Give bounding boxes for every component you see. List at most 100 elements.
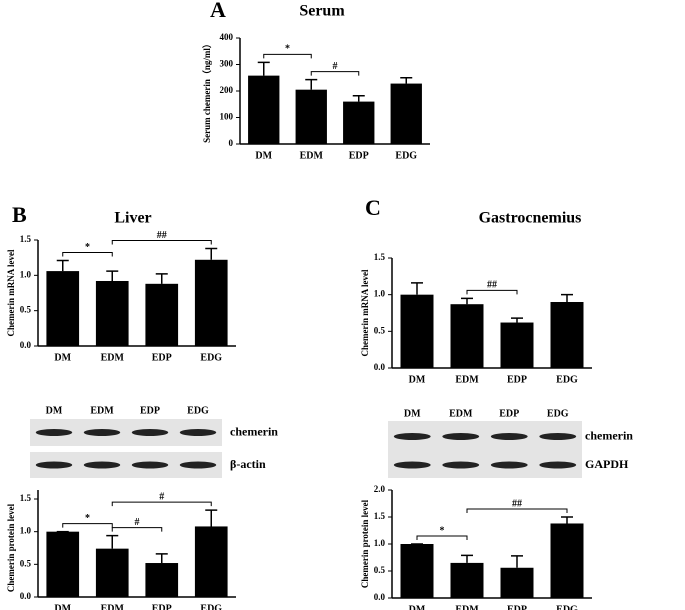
blot-band	[179, 429, 217, 436]
blot-band	[490, 461, 528, 469]
blot-band	[35, 429, 73, 436]
x-tick-label: EDP	[507, 604, 527, 610]
band-label: β-actin	[230, 457, 266, 471]
blot-band	[539, 433, 577, 440]
y-axis-label: Chemerin protein level	[6, 503, 16, 592]
error-bar	[400, 77, 413, 84]
lane-label: DM	[404, 408, 421, 419]
bar	[95, 280, 129, 346]
chart-title: Gastrocnemius	[479, 210, 582, 227]
blot-band	[539, 461, 577, 469]
bar	[194, 526, 228, 597]
y-axis-label: Chemerin protein level	[360, 499, 370, 588]
y-tick-label: 1.0	[20, 526, 32, 536]
y-axis-label: Chemerin mRNA level	[360, 269, 370, 356]
y-tick-label: 0.5	[20, 305, 32, 315]
lane-label: EDM	[449, 408, 473, 419]
y-tick-label: 0.5	[374, 325, 386, 335]
lane-label: EDM	[90, 405, 114, 416]
blot-band	[131, 429, 169, 436]
y-tick-label: 1.5	[20, 234, 32, 244]
significance-label: ##	[512, 498, 522, 509]
error-bar	[205, 247, 218, 260]
y-tick-label: 1.0	[374, 538, 386, 548]
lane-label: EDG	[187, 405, 209, 416]
y-tick-label: 1.0	[374, 289, 386, 299]
blot-band	[83, 429, 121, 436]
x-tick-label: EDG	[395, 150, 417, 161]
lane-label: DM	[46, 405, 63, 416]
bar	[500, 567, 534, 598]
y-tick-label: 100	[220, 112, 234, 122]
x-tick-label: EDG	[556, 374, 578, 385]
y-tick-label: 2.0	[374, 484, 386, 494]
x-tick-label: EDP	[507, 374, 527, 385]
y-tick-label: 0.0	[374, 592, 386, 602]
error-bar	[511, 555, 523, 568]
panel-label: A	[210, 0, 226, 22]
bar	[400, 294, 434, 368]
error-bar	[461, 297, 473, 305]
bar	[550, 523, 584, 598]
error-bar	[56, 259, 69, 272]
error-bar	[352, 95, 365, 102]
significance-label: *	[285, 44, 290, 55]
significance-bracket	[62, 523, 113, 528]
significance-label: *	[440, 525, 445, 536]
significance-bracket	[416, 535, 468, 540]
y-tick-label: 1.0	[20, 269, 32, 279]
significance-bracket	[111, 501, 212, 507]
error-bar	[257, 61, 270, 76]
x-tick-label: DM	[54, 603, 71, 610]
blot-band	[442, 461, 480, 469]
x-tick-label: DM	[54, 352, 71, 363]
bar	[46, 271, 80, 346]
bar	[450, 562, 484, 598]
bar	[46, 531, 80, 597]
significance-bracket	[111, 239, 212, 245]
x-tick-label: EDP	[152, 603, 172, 610]
band-label: chemerin	[585, 428, 633, 442]
x-tick-label: EDM	[455, 374, 479, 385]
y-tick-label: 0.0	[20, 340, 32, 350]
bar	[550, 302, 584, 368]
bar	[248, 75, 280, 144]
bar	[295, 89, 327, 144]
significance-label: *	[85, 513, 90, 524]
y-axis-label: Serum chemerin（ng/ml）	[202, 39, 212, 143]
x-tick-label: EDM	[300, 150, 324, 161]
significance-bracket	[263, 53, 312, 59]
significance-label: #	[135, 517, 140, 528]
bar	[450, 304, 484, 368]
lane-label: EDG	[547, 408, 569, 419]
error-bar	[561, 293, 573, 302]
lane-label: EDP	[499, 408, 519, 419]
significance-label: #	[333, 61, 338, 72]
panel-label: C	[365, 195, 381, 220]
bar	[194, 259, 228, 346]
y-tick-label: 200	[220, 85, 234, 95]
error-bar	[155, 273, 168, 284]
x-tick-label: DM	[409, 604, 426, 610]
error-bar	[106, 534, 119, 549]
y-tick-label: 1.5	[374, 511, 386, 521]
bar	[343, 101, 375, 144]
error-bar	[411, 282, 423, 295]
blot-band	[131, 461, 169, 469]
x-tick-label: DM	[255, 150, 272, 161]
x-tick-label: EDM	[455, 604, 479, 610]
significance-label: *	[85, 242, 90, 253]
error-bar	[155, 553, 168, 564]
y-tick-label: 0	[229, 138, 234, 148]
chart-title: Serum	[299, 3, 345, 20]
blot-band	[83, 461, 121, 469]
band-label: chemerin	[230, 424, 278, 438]
bar	[95, 548, 129, 597]
x-tick-label: EDG	[200, 352, 222, 363]
blot-band	[35, 461, 73, 469]
y-tick-label: 0.5	[374, 565, 386, 575]
y-tick-label: 1.5	[20, 493, 32, 503]
bar	[390, 83, 422, 144]
significance-bracket	[111, 527, 163, 532]
